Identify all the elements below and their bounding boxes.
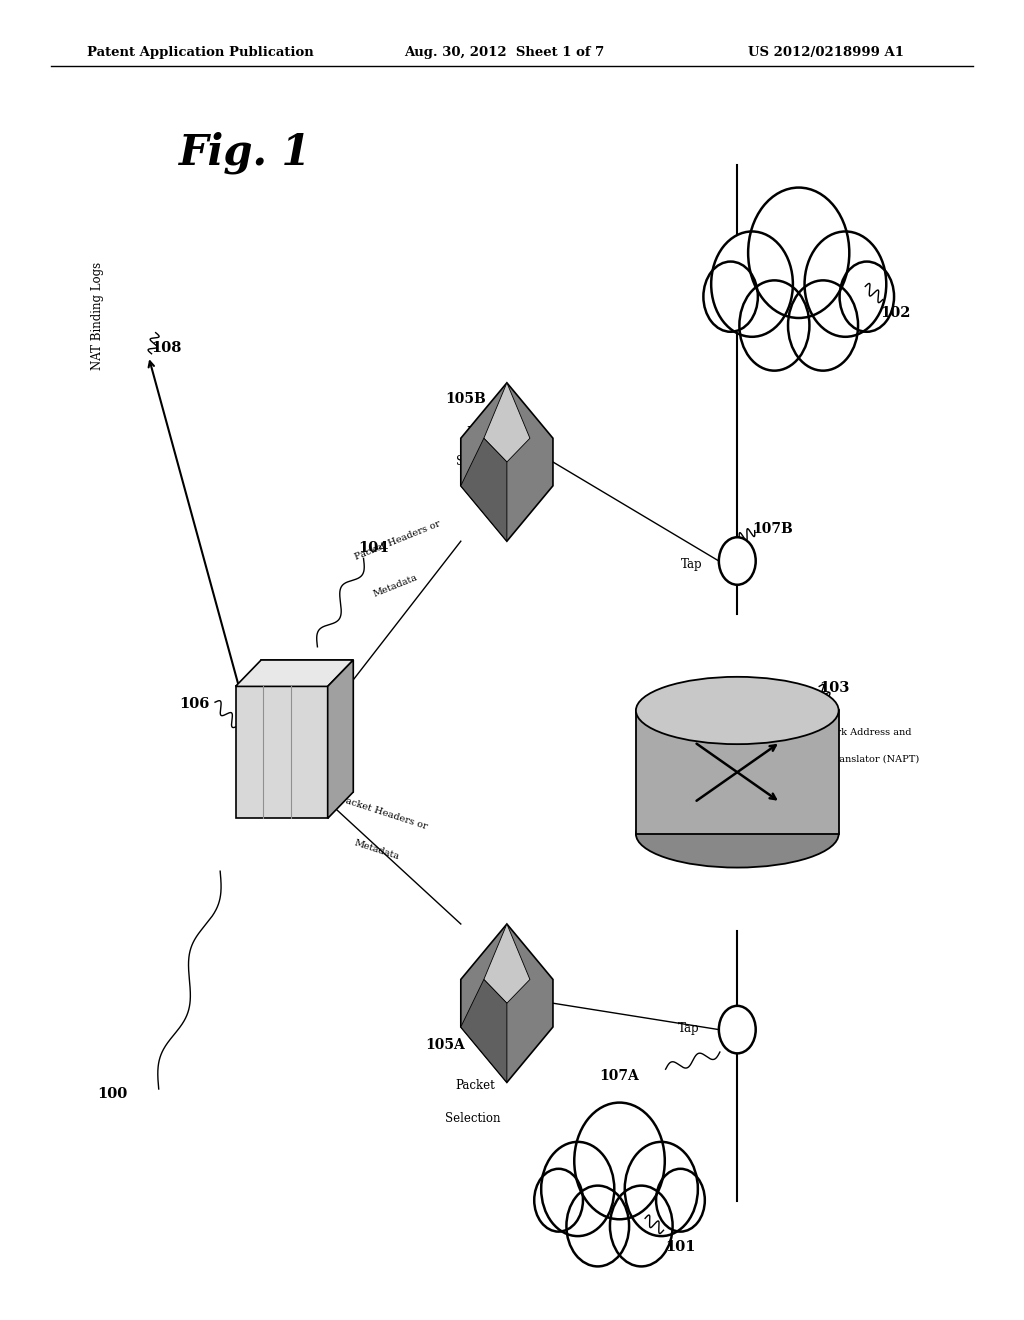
Text: NAT Binding Logs: NAT Binding Logs [91,261,103,370]
FancyBboxPatch shape [236,686,328,818]
Text: 103: 103 [819,681,850,694]
Text: Tap: Tap [678,1022,699,1035]
Circle shape [749,187,849,318]
Text: 105A: 105A [425,1039,465,1052]
Ellipse shape [636,677,839,744]
Text: 107B: 107B [753,523,794,536]
Text: Metadata: Metadata [372,573,419,599]
Polygon shape [461,924,553,1082]
Circle shape [566,1185,629,1266]
Circle shape [625,1142,697,1236]
Polygon shape [461,979,507,1082]
Circle shape [535,1168,583,1232]
Text: 104: 104 [358,541,389,554]
Text: Correlation: Correlation [243,685,255,754]
Polygon shape [461,383,553,541]
Text: Packet Headers or: Packet Headers or [353,519,441,562]
Text: Packet: Packet [466,425,506,438]
Text: Metadata: Metadata [353,838,400,862]
Circle shape [656,1168,705,1232]
FancyBboxPatch shape [261,660,353,792]
Text: Packet Headers or: Packet Headers or [338,795,428,832]
Text: US 2012/0218999 A1: US 2012/0218999 A1 [748,46,903,59]
Circle shape [719,537,756,585]
Text: 100: 100 [97,1088,128,1101]
Text: Tap: Tap [681,557,702,570]
Text: Packet: Packet [456,1078,496,1092]
Polygon shape [328,660,353,818]
Circle shape [574,1102,665,1220]
FancyBboxPatch shape [636,710,839,834]
Polygon shape [461,438,507,541]
Polygon shape [236,660,353,686]
Circle shape [788,280,858,371]
Text: Network Address and: Network Address and [804,729,911,738]
Circle shape [739,280,809,371]
Text: Aug. 30, 2012  Sheet 1 of 7: Aug. 30, 2012 Sheet 1 of 7 [404,46,605,59]
Text: Port Translator (NAPT): Port Translator (NAPT) [804,755,920,764]
Text: 105B: 105B [445,392,486,405]
Text: Fig. 1: Fig. 1 [179,132,311,174]
Text: 102: 102 [881,306,911,319]
Circle shape [703,261,758,331]
Text: 106: 106 [179,697,210,710]
Polygon shape [483,924,530,1003]
Circle shape [542,1142,614,1236]
Circle shape [719,1006,756,1053]
Circle shape [610,1185,673,1266]
Circle shape [711,231,793,337]
Circle shape [805,231,887,337]
Text: 108: 108 [152,342,182,355]
Polygon shape [483,383,530,462]
Text: Engine: Engine [261,734,273,776]
Ellipse shape [636,800,839,867]
Text: Selection: Selection [456,454,511,467]
Circle shape [840,261,894,331]
Text: 101: 101 [666,1241,696,1254]
Text: Patent Application Publication: Patent Application Publication [87,46,313,59]
Text: Selection: Selection [445,1111,501,1125]
Text: 107A: 107A [599,1069,639,1082]
